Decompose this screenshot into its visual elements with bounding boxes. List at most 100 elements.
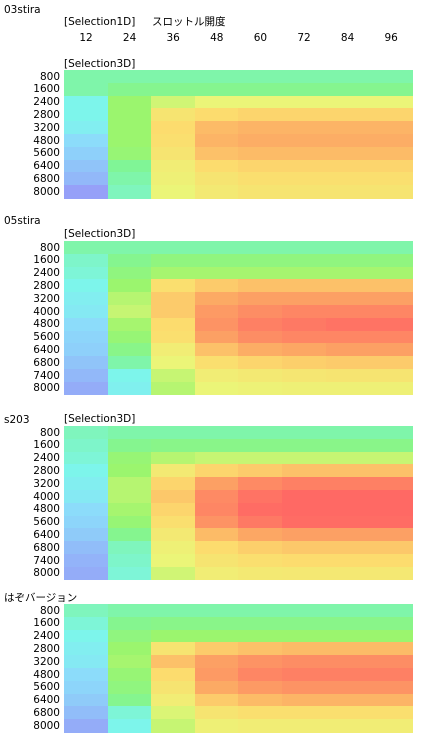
heatmap-cell[interactable] xyxy=(325,108,370,122)
heatmap-cell[interactable] xyxy=(64,369,109,383)
heatmap-cell[interactable] xyxy=(325,253,370,268)
heatmap-cell[interactable] xyxy=(151,330,196,344)
heatmap-cell[interactable] xyxy=(369,426,414,440)
heatmap-cell[interactable] xyxy=(64,121,109,135)
heatmap-cell[interactable] xyxy=(64,343,109,357)
heatmap-cell[interactable] xyxy=(282,253,327,268)
heatmap-cell[interactable] xyxy=(64,108,109,122)
heatmap-cell[interactable] xyxy=(282,541,327,555)
heatmap-cell[interactable] xyxy=(238,451,283,465)
heatmap-cell[interactable] xyxy=(64,668,109,682)
heatmap-cell[interactable] xyxy=(282,369,327,383)
heatmap-cell[interactable] xyxy=(194,134,239,148)
heatmap-cell[interactable] xyxy=(107,655,152,669)
heatmap-cell[interactable] xyxy=(64,502,109,517)
heatmap-cell[interactable] xyxy=(282,356,327,370)
heatmap-cell[interactable] xyxy=(151,680,196,695)
heatmap-cell[interactable] xyxy=(194,317,239,332)
heatmap-cell[interactable] xyxy=(107,629,152,643)
heatmap-cell[interactable] xyxy=(151,706,196,720)
heatmap-cell[interactable] xyxy=(325,604,370,618)
heatmap-cell[interactable] xyxy=(238,330,283,344)
heatmap-cell[interactable] xyxy=(107,134,152,148)
heatmap-cell[interactable] xyxy=(194,528,239,542)
heatmap-cell[interactable] xyxy=(194,241,239,255)
heatmap-cell[interactable] xyxy=(194,477,239,491)
heatmap-cell[interactable] xyxy=(64,330,109,344)
heatmap-cell[interactable] xyxy=(282,241,327,255)
heatmap-cell[interactable] xyxy=(238,693,283,707)
heatmap-cell[interactable] xyxy=(325,82,370,97)
heatmap-cell[interactable] xyxy=(282,629,327,643)
heatmap-cell[interactable] xyxy=(369,159,414,173)
heatmap-cell[interactable] xyxy=(64,490,109,504)
heatmap-cell[interactable] xyxy=(107,490,152,504)
heatmap-cell[interactable] xyxy=(107,266,152,280)
heatmap-cell[interactable] xyxy=(369,253,414,268)
heatmap-cell[interactable] xyxy=(194,343,239,357)
heatmap-cell[interactable] xyxy=(107,668,152,682)
heatmap-cell[interactable] xyxy=(107,541,152,555)
heatmap-cell[interactable] xyxy=(282,95,327,109)
heatmap-cell[interactable] xyxy=(325,356,370,370)
heatmap-cell[interactable] xyxy=(151,292,196,306)
heatmap-cell[interactable] xyxy=(238,279,283,293)
heatmap-cell[interactable] xyxy=(369,95,414,109)
heatmap-cell[interactable] xyxy=(151,719,196,733)
heatmap-cell[interactable] xyxy=(238,502,283,517)
heatmap-cell[interactable] xyxy=(151,266,196,280)
heatmap-cell[interactable] xyxy=(238,70,283,84)
heatmap-cell[interactable] xyxy=(238,680,283,695)
heatmap-cell[interactable] xyxy=(64,451,109,465)
heatmap-cell[interactable] xyxy=(107,121,152,135)
heatmap-cell[interactable] xyxy=(194,82,239,97)
heatmap-cell[interactable] xyxy=(325,438,370,453)
heatmap-cell[interactable] xyxy=(238,305,283,319)
heatmap-cell[interactable] xyxy=(325,279,370,293)
heatmap-cell[interactable] xyxy=(282,642,327,656)
heatmap-cell[interactable] xyxy=(238,554,283,568)
heatmap-cell[interactable] xyxy=(238,185,283,199)
heatmap-cell[interactable] xyxy=(282,719,327,733)
heatmap-cell[interactable] xyxy=(151,241,196,255)
heatmap-cell[interactable] xyxy=(369,719,414,733)
heatmap-cell[interactable] xyxy=(369,241,414,255)
heatmap-cell[interactable] xyxy=(107,369,152,383)
heatmap-cell[interactable] xyxy=(107,159,152,173)
heatmap-cell[interactable] xyxy=(194,616,239,631)
heatmap-cell[interactable] xyxy=(194,146,239,161)
heatmap-cell[interactable] xyxy=(325,616,370,631)
heatmap-cell[interactable] xyxy=(151,464,196,478)
heatmap-cell[interactable] xyxy=(64,241,109,255)
heatmap-cell[interactable] xyxy=(194,253,239,268)
heatmap-cell[interactable] xyxy=(325,655,370,669)
heatmap-cell[interactable] xyxy=(325,292,370,306)
heatmap-cell[interactable] xyxy=(151,566,196,581)
heatmap-cell[interactable] xyxy=(194,693,239,707)
heatmap-cell[interactable] xyxy=(64,70,109,84)
heatmap-cell[interactable] xyxy=(194,451,239,465)
heatmap-cell[interactable] xyxy=(64,719,109,733)
heatmap-cell[interactable] xyxy=(238,266,283,280)
heatmap-cell[interactable] xyxy=(238,172,283,186)
heatmap-cell[interactable] xyxy=(194,554,239,568)
heatmap-cell[interactable] xyxy=(369,693,414,707)
heatmap-cell[interactable] xyxy=(151,343,196,357)
heatmap-cell[interactable] xyxy=(194,381,239,396)
heatmap-cell[interactable] xyxy=(64,426,109,440)
heatmap-cell[interactable] xyxy=(64,693,109,707)
heatmap-cell[interactable] xyxy=(64,305,109,319)
heatmap-cell[interactable] xyxy=(194,426,239,440)
heatmap-cell[interactable] xyxy=(107,616,152,631)
heatmap-cell[interactable] xyxy=(238,515,283,529)
heatmap-cell[interactable] xyxy=(194,330,239,344)
heatmap-cell[interactable] xyxy=(325,426,370,440)
heatmap-cell[interactable] xyxy=(238,253,283,268)
heatmap-cell[interactable] xyxy=(151,451,196,465)
heatmap-cell[interactable] xyxy=(194,668,239,682)
heatmap-cell[interactable] xyxy=(194,604,239,618)
heatmap-cell[interactable] xyxy=(194,438,239,453)
heatmap-cell[interactable] xyxy=(238,642,283,656)
heatmap-cell[interactable] xyxy=(64,464,109,478)
heatmap-cell[interactable] xyxy=(238,604,283,618)
